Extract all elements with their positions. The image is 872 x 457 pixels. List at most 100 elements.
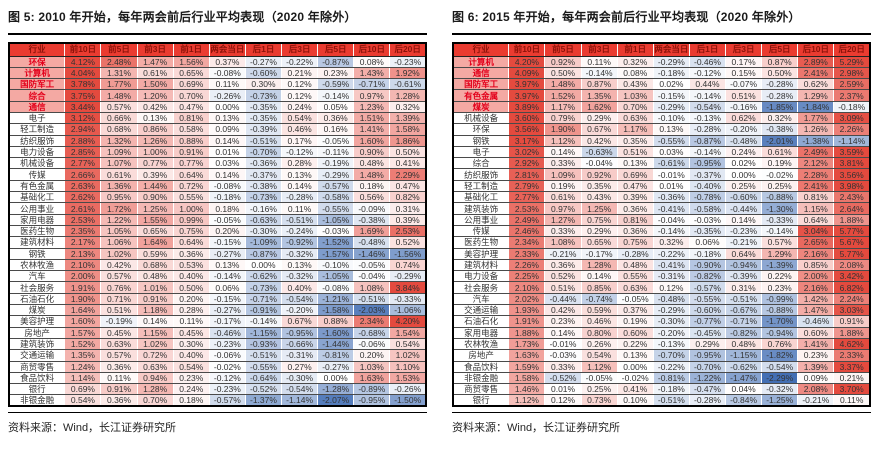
heatmap-cell: -0.81% bbox=[653, 372, 690, 385]
heatmap-cell: 1.77% bbox=[100, 78, 138, 91]
heatmap-cell: 0.61% bbox=[100, 168, 138, 181]
industry-row: 综合 3.75% 1.48% 1.20% 0.70% -0.26% -0.73% 0.12% -… bbox=[9, 89, 426, 102]
heatmap-cell: 0.86% bbox=[137, 123, 174, 136]
heatmap-cell: -1.60% bbox=[317, 327, 355, 339]
heatmap-cell: -1.58% bbox=[317, 304, 355, 317]
heatmap-cell: 1.90% bbox=[64, 293, 102, 306]
industry-label: 非银金融 bbox=[9, 394, 66, 407]
heatmap-cell: 3.04% bbox=[797, 225, 835, 238]
heatmap-cell: 2.28% bbox=[797, 168, 835, 181]
heatmap-cell: 0.50% bbox=[389, 146, 426, 159]
industry-label: 环保 bbox=[9, 56, 66, 68]
heatmap-cell: 0.14% bbox=[137, 315, 174, 328]
heatmap-cell: 0.03% bbox=[653, 146, 690, 159]
heatmap-cell: -0.05% bbox=[209, 214, 246, 226]
column-header: 前3日 bbox=[137, 43, 174, 57]
heatmap-cell: 0.91% bbox=[100, 383, 138, 396]
heatmap-cell: -0.27% bbox=[317, 361, 355, 373]
heatmap-cell: -0.23% bbox=[389, 56, 426, 68]
column-header: 后10日 bbox=[797, 43, 835, 57]
heatmap-cell: -0.29% bbox=[389, 270, 426, 283]
industry-row: 钢铁 2.13% 1.02% 0.59% 0.36% -0.27% -0.87% -0.32%… bbox=[9, 248, 426, 260]
heatmap-cell: 0.63% bbox=[617, 281, 654, 294]
industry-row: 建筑装饰 1.52% 0.63% 1.02% 0.30% -0.23% -0.93% -0.6… bbox=[9, 338, 426, 351]
figure-6-source: 资料来源：Wind，长江证券研究所 bbox=[452, 422, 621, 435]
heatmap-cell: -0.06% bbox=[353, 338, 391, 351]
heatmap-cell: -0.94% bbox=[761, 327, 799, 339]
heatmap-cell: 0.79% bbox=[544, 112, 582, 125]
heatmap-cell: 1.18% bbox=[137, 304, 174, 317]
heatmap-cell: -1.05% bbox=[317, 214, 355, 226]
heatmap-cell: -1.15% bbox=[725, 349, 763, 362]
heatmap-cell: 2.92% bbox=[508, 157, 546, 170]
heatmap-cell: 3.44% bbox=[64, 101, 102, 113]
heatmap-cell: 3.09% bbox=[833, 112, 870, 125]
industry-row: 传媒 2.46% 0.33% 0.29% 0.36% -0.14% -0.35% -0.23%… bbox=[453, 225, 870, 238]
heatmap-cell: 0.46% bbox=[581, 315, 618, 328]
heatmap-cell: -1.37% bbox=[245, 394, 283, 407]
heatmap-cell: -0.32% bbox=[761, 383, 799, 396]
heatmap-cell: 1.47% bbox=[797, 304, 835, 317]
industry-label: 交通运输 bbox=[9, 349, 66, 362]
heatmap-cell: 0.72% bbox=[137, 349, 174, 362]
heatmap-cell: -0.41% bbox=[653, 202, 690, 215]
heatmap-cell: -0.38% bbox=[761, 123, 799, 136]
column-header: 后1日 bbox=[245, 43, 283, 57]
heatmap-cell: 4.04% bbox=[64, 67, 102, 80]
heatmap-cell: 0.06% bbox=[689, 236, 727, 249]
heatmap-cell: 4.62% bbox=[833, 338, 870, 351]
heatmap-cell: 0.43% bbox=[617, 78, 654, 91]
industry-label: 煤炭 bbox=[453, 101, 510, 113]
heatmap-cell: 1.15% bbox=[797, 202, 835, 215]
heatmap-cell: -0.20% bbox=[725, 123, 763, 136]
heatmap-cell: 0.21% bbox=[833, 372, 870, 385]
heatmap-cell: -0.05% bbox=[617, 293, 654, 306]
heatmap-cell: 2.62% bbox=[64, 191, 102, 204]
heatmap-cell: -0.54% bbox=[761, 361, 799, 373]
heatmap-cell: 1.22% bbox=[100, 214, 138, 226]
heatmap-cell: -1.05% bbox=[317, 270, 355, 283]
heatmap-cell: -0.57% bbox=[317, 180, 355, 193]
heatmap-cell: -0.24% bbox=[281, 225, 319, 238]
industry-label: 基础化工 bbox=[9, 191, 66, 204]
industry-row: 通信 3.44% 0.57% 0.42% 0.47% 0.00% -0.35% 0.24% 0.… bbox=[9, 101, 426, 113]
industry-label: 建筑材料 bbox=[9, 236, 66, 249]
heatmap-cell: 0.31% bbox=[389, 202, 426, 215]
heatmap-cell: 0.09% bbox=[209, 123, 246, 136]
heatmap-cell: 1.91% bbox=[64, 281, 102, 294]
heatmap-cell: -0.35% bbox=[689, 225, 727, 238]
heatmap-cell: 0.70% bbox=[137, 394, 174, 407]
heatmap-cell: 1.09% bbox=[100, 146, 138, 159]
heatmap-cell: 3.56% bbox=[508, 123, 546, 136]
heatmap-cell: -0.37% bbox=[245, 168, 283, 181]
figure-6-title: 图 6: 2015 年开始，每年两会前后行业平均表现（2020 年除外） bbox=[452, 10, 801, 24]
industry-row: 综合 2.92% 0.33% -0.04% 0.13% -0.61% -0.95% 0.02%… bbox=[453, 157, 870, 170]
heatmap-cell: 0.48% bbox=[617, 259, 654, 272]
heatmap-cell: -0.46% bbox=[209, 327, 246, 339]
heatmap-cell: 1.41% bbox=[797, 338, 835, 351]
heatmap-cell: 0.11% bbox=[173, 315, 210, 328]
heatmap-cell: 1.73% bbox=[508, 338, 546, 351]
heatmap-cell: -0.27% bbox=[209, 304, 246, 317]
heatmap-cell: 2.64% bbox=[833, 202, 870, 215]
column-header: 后5日 bbox=[761, 43, 799, 57]
heatmap-cell: 2.63% bbox=[64, 180, 102, 193]
heatmap-cell: 5.29% bbox=[833, 56, 870, 68]
heatmap-cell: 0.73% bbox=[581, 394, 618, 407]
heatmap-cell: 0.00% bbox=[725, 168, 763, 181]
heatmap-cell: 1.46% bbox=[508, 383, 546, 396]
figure-5-heatmap-table: 行业 前10日 前5日 前3日 前1日 两会当日 后1日 后3日 后5日 后10日 后20日 环保 4.… bbox=[8, 42, 427, 408]
heatmap-cell: -1.57% bbox=[317, 248, 355, 260]
heatmap-cell: -0.64% bbox=[245, 372, 283, 385]
heatmap-cell: 0.66% bbox=[100, 112, 138, 125]
industry-row: 商贸零售 1.46% 0.01% 0.25% 0.41% -0.18% -0.47% 0.04… bbox=[453, 383, 870, 396]
heatmap-cell: -0.33% bbox=[389, 293, 426, 306]
heatmap-cell: 0.36% bbox=[100, 394, 138, 407]
heatmap-cell: 0.11% bbox=[209, 78, 246, 91]
heatmap-cell: 0.24% bbox=[173, 383, 210, 396]
industry-row: 家用电器 2.53% 1.22% 1.55% 0.99% -0.05% -0.63% -0.5… bbox=[9, 214, 426, 226]
heatmap-cell: -0.33% bbox=[761, 214, 799, 226]
industry-label: 美容护理 bbox=[453, 248, 510, 260]
industry-label: 商贸零售 bbox=[9, 361, 66, 373]
